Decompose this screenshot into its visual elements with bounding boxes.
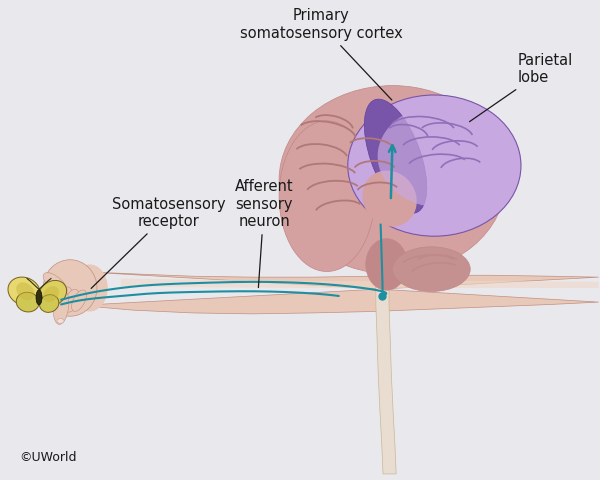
- Ellipse shape: [16, 292, 39, 312]
- Ellipse shape: [43, 260, 97, 316]
- Ellipse shape: [36, 290, 42, 305]
- Polygon shape: [121, 278, 599, 288]
- Ellipse shape: [16, 282, 34, 300]
- Ellipse shape: [362, 170, 417, 227]
- Ellipse shape: [364, 99, 427, 213]
- Ellipse shape: [43, 273, 67, 294]
- Text: Parietal
lobe: Parietal lobe: [470, 53, 573, 121]
- Ellipse shape: [8, 277, 40, 305]
- Polygon shape: [79, 272, 599, 314]
- Ellipse shape: [377, 105, 509, 208]
- Ellipse shape: [40, 295, 59, 312]
- Text: Afferent
sensory
neuron: Afferent sensory neuron: [235, 180, 293, 288]
- Text: ©UWorld: ©UWorld: [19, 452, 77, 465]
- Ellipse shape: [39, 280, 67, 306]
- Ellipse shape: [43, 286, 59, 302]
- Polygon shape: [376, 283, 396, 474]
- Ellipse shape: [348, 95, 521, 236]
- Ellipse shape: [392, 247, 470, 291]
- Ellipse shape: [71, 290, 86, 312]
- Ellipse shape: [53, 289, 69, 324]
- Ellipse shape: [279, 85, 506, 274]
- Text: Somatosensory
receptor: Somatosensory receptor: [91, 197, 226, 288]
- Ellipse shape: [72, 264, 107, 312]
- Ellipse shape: [365, 239, 407, 290]
- Ellipse shape: [57, 319, 64, 324]
- Ellipse shape: [64, 289, 79, 312]
- Ellipse shape: [279, 121, 374, 272]
- Ellipse shape: [58, 287, 73, 312]
- Text: Primary
somatosensory cortex: Primary somatosensory cortex: [239, 9, 402, 100]
